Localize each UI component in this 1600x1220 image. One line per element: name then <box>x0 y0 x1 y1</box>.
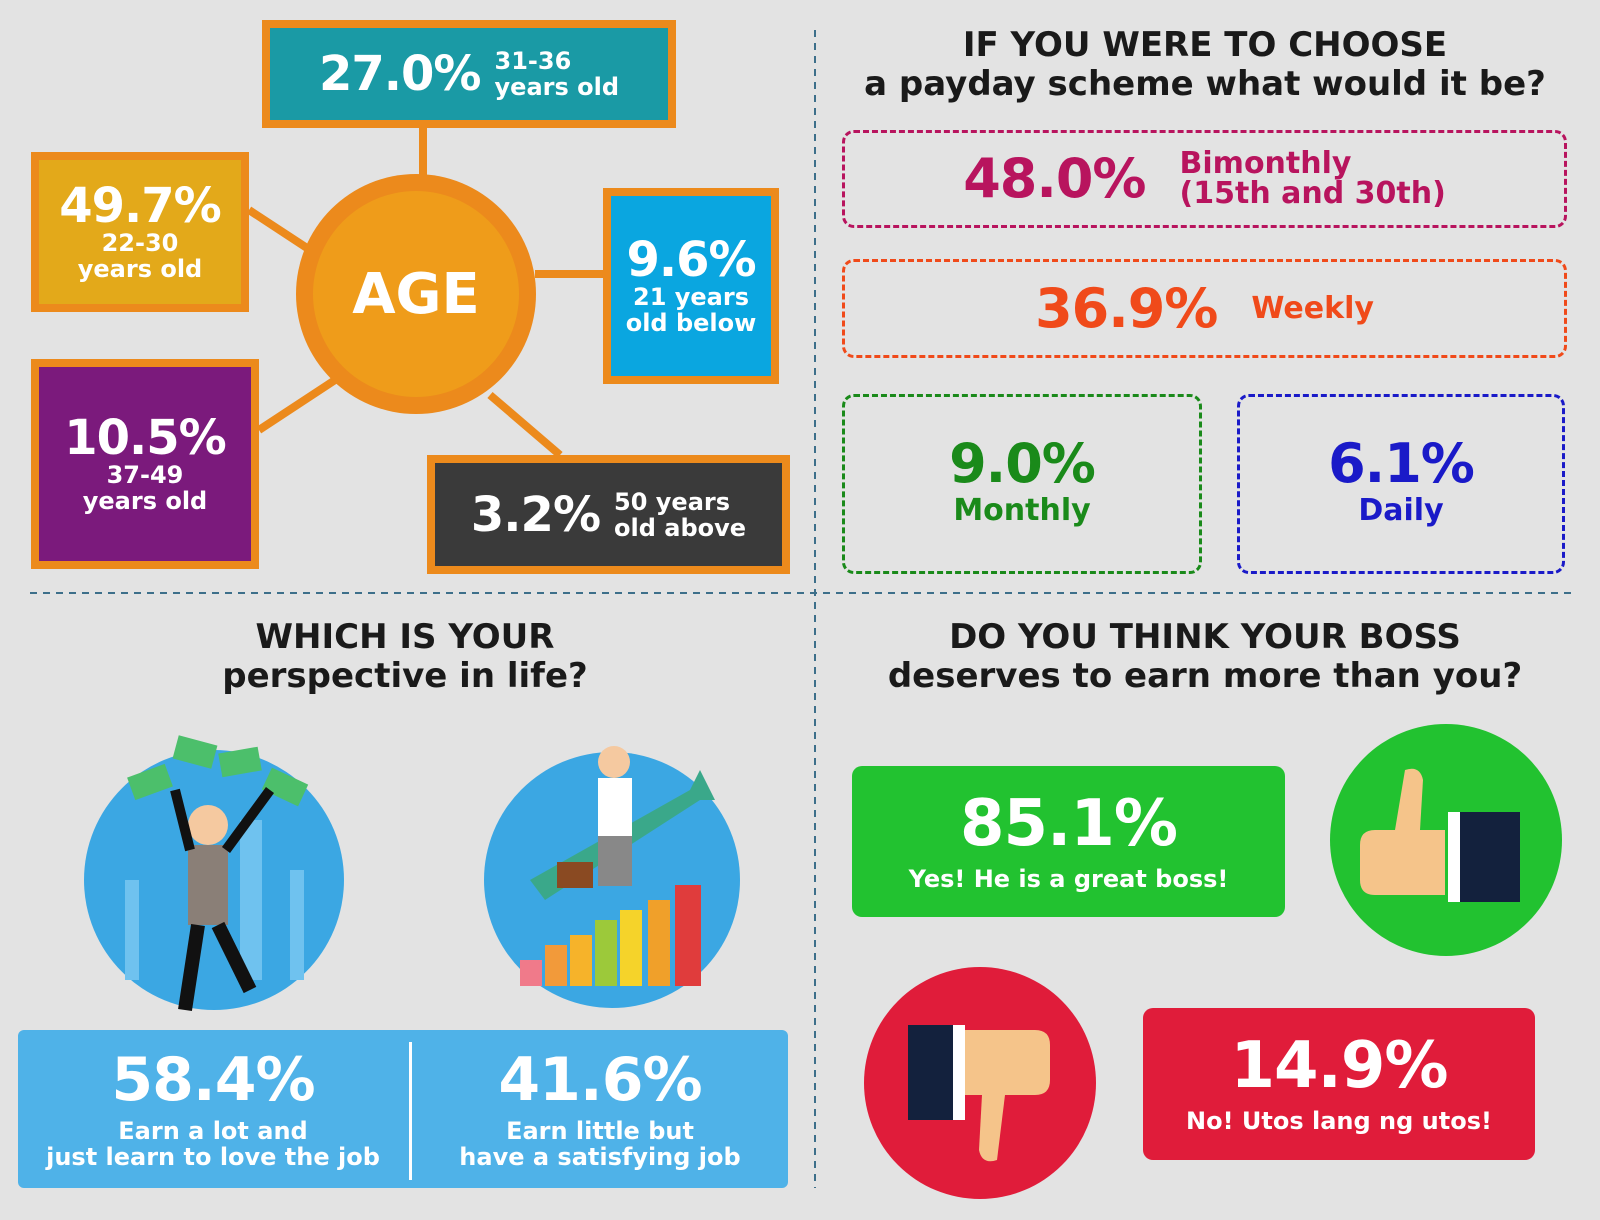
title-line: a payday scheme what would it be? <box>864 64 1546 104</box>
label: 50 years old above <box>614 489 746 541</box>
label-line: have a satisfying job <box>459 1143 741 1171</box>
percent: 6.1% <box>1328 432 1475 495</box>
percent: 48.0% <box>963 147 1146 210</box>
thumbs-down-icon <box>908 1025 1050 1162</box>
label-line: 22-30 <box>101 229 179 257</box>
label-line: 21 years <box>633 283 749 311</box>
label: Bimonthly (15th and 30th) <box>1180 149 1446 209</box>
percent: 9.6% <box>626 232 756 288</box>
title-line: perspective in life? <box>222 656 588 696</box>
option: 41.6% Earn little but have a satisfying … <box>412 1040 788 1180</box>
percent: 14.9% <box>1230 1029 1448 1103</box>
label-line: years old <box>82 487 208 515</box>
growth-icon <box>520 746 715 986</box>
option-box: 9.0% Monthly <box>842 394 1202 574</box>
percent: 49.7% <box>59 178 222 234</box>
divider <box>409 1042 412 1180</box>
label-line: old below <box>625 309 757 337</box>
label-line: just learn to love the job <box>46 1143 380 1171</box>
title-line: WHICH IS YOUR <box>255 617 555 657</box>
percent: 9.0% <box>949 432 1096 495</box>
option: 58.4% Earn a lot and just learn to love … <box>18 1040 408 1180</box>
title-line: IF YOU WERE TO CHOOSE <box>962 25 1448 65</box>
label-line: 37-49 <box>106 461 184 489</box>
label-line: old above <box>614 513 747 542</box>
age-box: 9.6% 21 years old below <box>603 188 779 384</box>
label: Daily <box>1358 493 1444 528</box>
section-title: WHICH IS YOUR perspective in life? <box>20 618 790 696</box>
percent: 85.1% <box>959 786 1178 861</box>
age-circle-inner <box>313 191 519 397</box>
perspective-bar <box>18 1030 788 1188</box>
label: Monthly <box>953 493 1091 528</box>
option-box: 6.1% Daily <box>1237 394 1565 574</box>
label-line: (15th and 30th) <box>1179 176 1446 211</box>
label: Yes! He is a great boss! <box>908 864 1229 893</box>
age-title: AGE <box>352 261 480 327</box>
option-box: 48.0% Bimonthly (15th and 30th) <box>842 130 1567 228</box>
label-line: 31-36 <box>494 47 572 75</box>
title-line: DO YOU THINK YOUR BOSS <box>949 617 1461 657</box>
label-line: years old <box>494 73 620 101</box>
option-box: 36.9% Weekly <box>842 259 1567 358</box>
age-box: 10.5% 37-49 years old <box>31 359 259 569</box>
money-icon <box>125 735 309 980</box>
answer-box: 14.9% No! Utos lang ng utos! <box>1143 1008 1535 1160</box>
label: 31-36 years old <box>495 48 620 100</box>
section-title: DO YOU THINK YOUR BOSS deserves to earn … <box>830 618 1580 696</box>
thumbs-up-icon <box>1360 768 1520 902</box>
percent: 27.0% <box>318 46 482 102</box>
person-icon <box>170 787 275 1012</box>
percent: 58.4% <box>111 1045 315 1115</box>
label-line: Bimonthly <box>1179 146 1352 181</box>
percent: 41.6% <box>498 1045 702 1115</box>
section-title: IF YOU WERE TO CHOOSE a payday scheme wh… <box>830 26 1580 104</box>
title-line: deserves to earn more than you? <box>887 656 1523 696</box>
percent: 3.2% <box>470 486 601 543</box>
label: Weekly <box>1251 290 1374 326</box>
label-line: 50 years <box>614 487 731 516</box>
age-box: 49.7% 22-30 years old <box>31 152 249 312</box>
label-line: Earn a lot and <box>118 1117 308 1145</box>
percent: 36.9% <box>1035 276 1218 340</box>
percent: 10.5% <box>64 410 227 466</box>
label: No! Utos lang ng utos! <box>1186 1107 1492 1135</box>
age-box: 27.0% 31-36 years old <box>262 20 676 128</box>
connectors <box>246 128 603 459</box>
label-line: years old <box>77 255 203 283</box>
label-line: Earn little but <box>506 1117 694 1145</box>
answer-box: 85.1% Yes! He is a great boss! <box>852 766 1285 917</box>
age-box: 3.2% 50 years old above <box>427 455 790 574</box>
